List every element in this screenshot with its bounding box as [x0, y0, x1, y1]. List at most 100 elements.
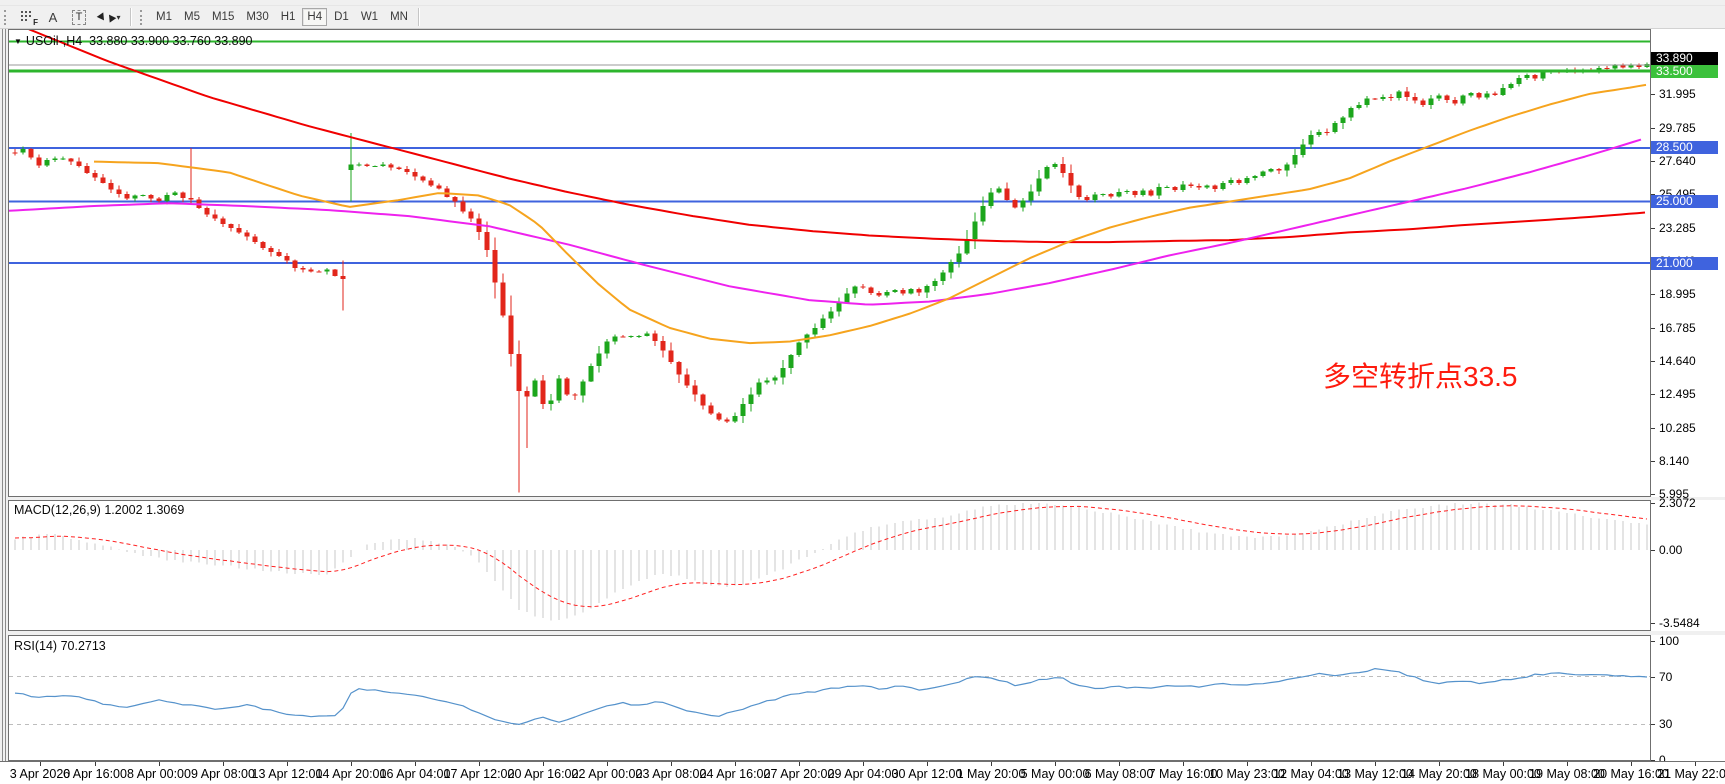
toolbar: F A T ▾ M1 M5 M15 M30 H1 H4 D1 W1 MN — [0, 6, 1725, 29]
rsi-tick — [1651, 641, 1655, 642]
window-left-edge — [2, 29, 3, 784]
time-label: 14 Apr 20:00 — [315, 767, 387, 781]
macd-chart[interactable] — [9, 501, 1650, 630]
bid-price-label: 33.890 — [1651, 52, 1718, 66]
price-tick — [1651, 493, 1655, 495]
time-label: 27 Apr 20:00 — [763, 767, 835, 781]
time-tick — [1055, 762, 1056, 766]
time-tick — [287, 762, 288, 766]
price-tick-label: 12.495 — [1659, 386, 1696, 401]
candlestick-chart[interactable] — [9, 30, 1650, 495]
time-tick — [159, 762, 160, 766]
rsi-tick-label: 0 — [1659, 753, 1666, 767]
price-tick — [1651, 460, 1655, 462]
timeframe-m1[interactable]: M1 — [151, 8, 177, 26]
symbol-dropdown-caret-icon[interactable]: ▼ — [14, 37, 22, 46]
time-tick — [1375, 762, 1376, 766]
drawing-tools-icon[interactable]: ▾ — [92, 7, 126, 27]
arrow-text-icon[interactable]: A — [40, 7, 66, 27]
timeframe-h1[interactable]: H1 — [276, 8, 301, 26]
text-label-icon[interactable]: T — [66, 7, 92, 27]
rsi-panel — [8, 635, 1651, 761]
time-label: 30 Apr 12:00 — [891, 767, 963, 781]
time-tick — [671, 762, 672, 766]
time-label: 6 May 08:00 — [1084, 767, 1154, 781]
price-level-label: 33.500 — [1651, 65, 1718, 79]
rsi-tick-label: 70 — [1659, 669, 1673, 684]
price-tick-label: 29.785 — [1659, 121, 1696, 135]
time-tick — [40, 762, 41, 766]
time-label: 24 Apr 16:00 — [699, 767, 771, 781]
f-glyph: F — [33, 18, 38, 27]
timeframe-group: M1 M5 M15 M30 H1 H4 D1 W1 MN — [150, 8, 414, 26]
time-tick — [1631, 762, 1632, 766]
time-axis[interactable]: 3 Apr 2020 6 Apr 16:00 8 Apr 00:00 9 Apr 08… — [0, 761, 1725, 784]
time-label: 18 May 00:00 — [1465, 767, 1541, 781]
timeframe-h4[interactable]: H4 — [302, 8, 328, 26]
time-tick — [927, 762, 928, 766]
time-tick — [415, 762, 416, 766]
rsi-chart[interactable] — [9, 636, 1650, 760]
time-tick — [799, 762, 800, 766]
price-tick — [1651, 293, 1655, 295]
price-tick — [1651, 393, 1655, 395]
time-label: 8 Apr 00:00 — [127, 767, 191, 781]
macd-label: MACD(12,26,9) 1.2002 1.3069 — [14, 503, 184, 517]
time-tick — [1439, 762, 1440, 766]
time-tick — [1311, 762, 1312, 766]
price-axis[interactable]: 34.20531.99529.78527.64025.49523.28521.1… — [1651, 29, 1725, 501]
rsi-value: 70.2713 — [60, 639, 106, 653]
timeframe-mn[interactable]: MN — [385, 8, 413, 26]
time-label: 6 Apr 16:00 — [63, 767, 127, 781]
rsi-tick — [1651, 760, 1655, 761]
clipped-menu-row — [0, 0, 1725, 6]
macd-axis[interactable]: 2.3072 0.00 -3.5484 — [1651, 496, 1725, 631]
rsi-tick — [1651, 724, 1655, 726]
timeframe-m30[interactable]: M30 — [241, 8, 273, 26]
time-tick — [479, 762, 480, 766]
t-glyph: T — [71, 9, 87, 25]
price-tick — [1651, 360, 1655, 362]
time-label: 5 May 00:00 — [1020, 767, 1090, 781]
price-tick — [1651, 161, 1655, 162]
time-label: 20 Apr 16:00 — [507, 767, 579, 781]
rsi-tick — [1651, 676, 1655, 678]
toolbar-separator — [130, 8, 132, 26]
time-tick — [1503, 762, 1504, 766]
dropdown-caret-icon: ▾ — [116, 12, 121, 22]
time-label: 13 Apr 12:00 — [251, 767, 323, 781]
timeframe-w1[interactable]: W1 — [356, 8, 383, 26]
chart-annotation-text[interactable]: 多空转折点33.5 — [1323, 361, 1518, 392]
toolbar-grip[interactable] — [4, 9, 9, 25]
time-label: 19 May 08:00 — [1529, 767, 1605, 781]
rsi-name: RSI(14) — [14, 639, 58, 653]
price-tick — [1651, 228, 1655, 229]
macd-tick-label: 2.3072 — [1659, 495, 1696, 510]
rsi-label: RSI(14) 70.2713 — [14, 639, 106, 653]
price-tick — [1651, 327, 1655, 329]
time-label: 9 Apr 08:00 — [191, 767, 255, 781]
macd-signal-value: 1.3069 — [146, 503, 185, 517]
price-tick-label: 18.995 — [1659, 286, 1696, 301]
timeframe-d1[interactable]: D1 — [329, 8, 354, 26]
timeframes-grip[interactable] — [140, 9, 145, 25]
macd-tick — [1651, 622, 1655, 624]
chart-templates-icon[interactable]: F — [14, 7, 40, 27]
a-glyph: A — [48, 9, 58, 25]
macd-name: MACD(12,26,9) — [14, 503, 101, 517]
grid-dots-icon — [21, 11, 33, 23]
macd-tick — [1651, 550, 1655, 551]
time-tick — [1247, 762, 1248, 766]
time-label: 22 Apr 00:00 — [571, 767, 643, 781]
timeframe-m5[interactable]: M5 — [179, 8, 205, 26]
timeframe-m15[interactable]: M15 — [207, 8, 239, 26]
time-tick — [1567, 762, 1568, 766]
symbol-name: USOil-,H4 — [25, 34, 83, 48]
ohlc-values: 33.880 33.900 33.760 33.890 — [89, 34, 253, 48]
time-label: 20 May 16:00 — [1593, 767, 1669, 781]
price-tick — [1651, 128, 1655, 129]
rsi-axis[interactable]: 100 70 30 0 — [1651, 634, 1725, 767]
rsi-tick-label: 100 — [1659, 634, 1680, 648]
price-tick — [1651, 194, 1655, 195]
